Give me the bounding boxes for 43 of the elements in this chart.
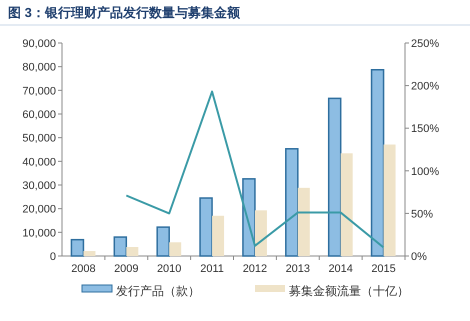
- bar: [212, 216, 224, 256]
- legend-label: 募集金额流量（十亿）: [289, 284, 409, 298]
- bar: [254, 210, 267, 256]
- y2-tick-label: 150%: [411, 123, 440, 136]
- y-tick-label: 60,000: [22, 109, 56, 121]
- legend-label: 发行产品（款）: [116, 284, 200, 298]
- y2-tick-label: 100%: [411, 166, 440, 178]
- x-tick-label: 2012: [242, 263, 268, 275]
- chart-title: 图 3：银行理财产品发行数量与募集金额: [8, 5, 241, 20]
- bar: [199, 197, 213, 257]
- y2-tick-label: 0%: [411, 251, 428, 263]
- y2-tick-label: 200%: [411, 80, 440, 93]
- y-tick-label: 40,000: [22, 156, 56, 168]
- y2-tick-label: 50%: [411, 208, 434, 220]
- y-tick-label: 10,000: [22, 227, 56, 240]
- x-tick-label: 2008: [71, 263, 96, 275]
- bar: [328, 98, 342, 257]
- y-tick-label: 90,000: [22, 38, 56, 50]
- line-series: [125, 90, 385, 248]
- bar: [370, 68, 384, 257]
- y-tick-label: 50,000: [22, 132, 56, 145]
- x-tick-label: 2013: [286, 263, 310, 275]
- bar: [169, 242, 182, 256]
- bar: [114, 236, 128, 257]
- y2-tick-label: 250%: [411, 38, 440, 50]
- bar: [156, 226, 170, 257]
- x-tick-label: 2015: [371, 263, 396, 275]
- x-tick-label: 2014: [328, 263, 353, 275]
- bar: [298, 188, 310, 256]
- x-tick-label: 2011: [200, 263, 224, 275]
- y-tick-label: 30,000: [22, 180, 56, 192]
- y-tick-label: 70,000: [22, 85, 56, 98]
- x-tick-label: 2010: [156, 263, 182, 275]
- bar: [70, 238, 84, 257]
- bar: [83, 251, 96, 256]
- bar: [126, 247, 138, 256]
- y-tick-label: 80,000: [22, 62, 56, 74]
- bar: [285, 148, 299, 257]
- y-tick-label: 0: [50, 251, 56, 263]
- x-tick-label: 2009: [114, 263, 139, 275]
- bar: [340, 153, 353, 256]
- bar: [384, 144, 396, 256]
- y-tick-label: 20,000: [22, 204, 56, 216]
